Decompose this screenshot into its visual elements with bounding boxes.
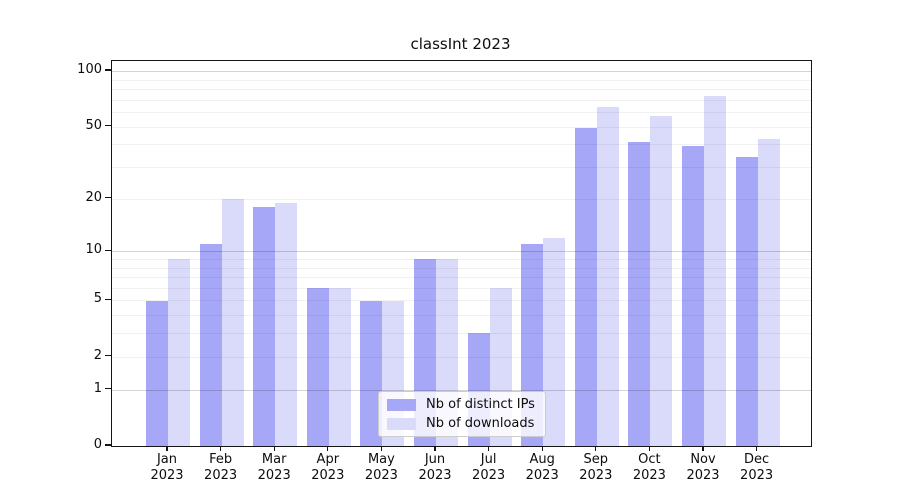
bar-distinct-ips-sep: [574, 128, 597, 446]
x-tick-mark: [166, 446, 168, 451]
minor-gridline: [112, 300, 811, 302]
y-tick-label: 2: [93, 347, 102, 363]
minor-gridline: [112, 287, 811, 289]
legend-label: Nb of distinct IPs: [426, 397, 535, 412]
y-tick-mark: [105, 298, 111, 301]
bar-downloads-aug: [543, 237, 566, 446]
bar-downloads-feb: [221, 198, 244, 446]
x-tick-mark: [273, 446, 275, 451]
bar-distinct-ips-may: [360, 300, 383, 446]
x-tick-mark: [327, 446, 329, 451]
x-tick-label-aug: Aug 2023: [525, 452, 559, 483]
x-tick-mark: [702, 446, 704, 451]
x-tick-label-sep: Sep 2023: [579, 452, 613, 483]
minor-gridline: [112, 267, 811, 269]
major-gridline: [112, 389, 811, 391]
y-tick-label: 50: [85, 117, 102, 133]
x-tick-label-jun: Jun 2023: [418, 452, 452, 483]
y-tick-mark: [105, 355, 111, 357]
x-tick-mark: [648, 446, 651, 451]
minor-gridline: [112, 167, 811, 169]
downloads-swatch: [387, 417, 416, 430]
y-tick-mark: [105, 124, 111, 127]
minor-gridline: [112, 99, 811, 101]
bar-distinct-ips-dec: [735, 157, 758, 446]
x-tick-label-may: May 2023: [364, 452, 398, 483]
y-tick-label: 100: [77, 62, 102, 78]
y-tick-mark: [105, 249, 111, 251]
x-tick-label-mar: Mar 2023: [257, 452, 291, 483]
x-tick-mark: [487, 446, 490, 451]
y-tick-label: 5: [93, 291, 102, 307]
bar-downloads-sep: [596, 107, 619, 446]
major-gridline: [112, 71, 811, 73]
bar-downloads-apr: [328, 287, 351, 446]
bar-downloads-nov: [704, 96, 726, 446]
y-tick-mark: [105, 444, 111, 446]
minor-gridline: [112, 79, 811, 81]
x-tick-label-oct: Oct 2023: [632, 452, 666, 483]
chart-legend: Nb of distinct IPs Nb of downloads: [378, 391, 546, 437]
bar-distinct-ips-mar: [253, 206, 276, 446]
x-tick-mark: [434, 446, 436, 451]
bar-downloads-dec: [757, 138, 780, 446]
y-tick-label: 0: [93, 437, 102, 452]
chart-title: classInt 2023: [410, 35, 511, 53]
bar-distinct-ips-apr: [306, 287, 329, 446]
x-tick-mark: [541, 446, 543, 451]
bar-distinct-ips-oct: [628, 142, 651, 446]
ips-swatch: [387, 398, 416, 411]
x-tick-label-jul: Jul 2023: [472, 452, 506, 483]
y-tick-mark: [105, 388, 111, 390]
minor-gridline: [112, 112, 811, 114]
bar-distinct-ips-jan: [146, 300, 168, 446]
x-tick-label-nov: Nov 2023: [686, 452, 720, 483]
minor-gridline: [112, 144, 811, 146]
bar-downloads-jan: [168, 259, 190, 446]
legend-item-distinct-ips: Nb of distinct IPs: [387, 397, 535, 412]
minor-gridline: [112, 333, 811, 335]
minor-gridline: [112, 356, 811, 358]
x-tick-mark: [595, 446, 597, 451]
x-tick-mark: [380, 446, 383, 451]
y-tick-label: 10: [85, 242, 102, 258]
x-tick-mark: [755, 446, 758, 451]
major-gridline: [112, 251, 811, 253]
y-tick-mark: [105, 69, 111, 71]
plot-area: Nb of distinct IPs Nb of downloads: [111, 60, 812, 447]
x-tick-mark: [219, 446, 222, 451]
bar-distinct-ips-nov: [682, 146, 704, 446]
minor-gridline: [112, 315, 811, 317]
x-tick-label-apr: Apr 2023: [311, 452, 345, 483]
y-tick-label: 20: [85, 189, 102, 205]
minor-gridline: [112, 198, 811, 200]
minor-gridline: [112, 126, 811, 128]
x-tick-label-dec: Dec 2023: [740, 452, 774, 483]
x-tick-label-jan: Jan 2023: [150, 452, 184, 483]
x-tick-label-feb: Feb 2023: [204, 452, 238, 483]
legend-label: Nb of downloads: [426, 416, 535, 431]
bar-downloads-mar: [275, 202, 298, 446]
y-tick-label: 1: [93, 380, 102, 396]
y-tick-mark: [105, 197, 111, 199]
bar-downloads-oct: [650, 116, 673, 446]
minor-gridline: [112, 89, 811, 91]
minor-gridline: [112, 259, 811, 260]
legend-item-downloads: Nb of downloads: [387, 416, 535, 431]
minor-gridline: [112, 277, 811, 279]
bar-distinct-ips-feb: [199, 244, 222, 446]
